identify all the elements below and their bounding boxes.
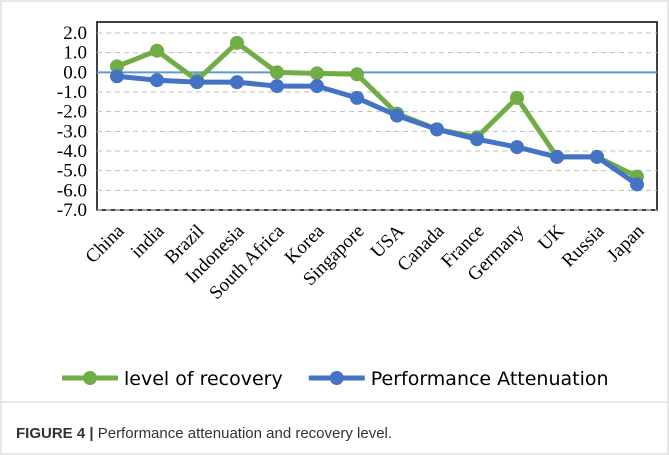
data-point [310, 66, 324, 81]
y-tick-label: -6.0 [57, 180, 87, 201]
legend-marker [83, 371, 97, 385]
y-tick-label: -5.0 [57, 161, 87, 182]
y-tick-label: 0.0 [63, 62, 87, 83]
data-point [470, 132, 484, 147]
data-point [510, 90, 524, 105]
legend-label: Performance Attenuation [371, 368, 609, 390]
data-point [270, 65, 284, 80]
data-point [230, 35, 244, 50]
y-tick-label: -2.0 [57, 102, 87, 123]
legend-marker [329, 371, 344, 385]
legend-label: level of recovery [124, 368, 283, 390]
data-point [310, 79, 324, 94]
y-tick-label: -3.0 [57, 121, 87, 142]
data-point [150, 73, 164, 88]
y-tick-label: -1.0 [57, 82, 87, 103]
data-point [110, 59, 124, 74]
data-point [390, 108, 404, 123]
data-point [590, 149, 604, 164]
y-tick-label: -7.0 [57, 200, 87, 221]
caption-label: FIGURE 4 | [16, 425, 94, 442]
data-point [190, 75, 204, 90]
data-point [350, 90, 364, 105]
y-tick-label: 2.0 [63, 23, 87, 44]
data-point [550, 149, 564, 164]
caption: FIGURE 4 | Performance attenuation and r… [16, 425, 392, 442]
y-tick-label: 1.0 [63, 43, 87, 64]
y-tick-label: -4.0 [57, 141, 87, 162]
data-point [430, 122, 444, 137]
data-point [270, 79, 284, 94]
data-point [110, 69, 124, 84]
caption-text: Performance attenuation and recovery lev… [98, 425, 392, 442]
data-point [630, 177, 644, 192]
data-point [350, 67, 364, 82]
data-point [150, 43, 164, 58]
series-line [116, 40, 639, 179]
data-point [230, 75, 244, 90]
data-point [510, 140, 524, 155]
